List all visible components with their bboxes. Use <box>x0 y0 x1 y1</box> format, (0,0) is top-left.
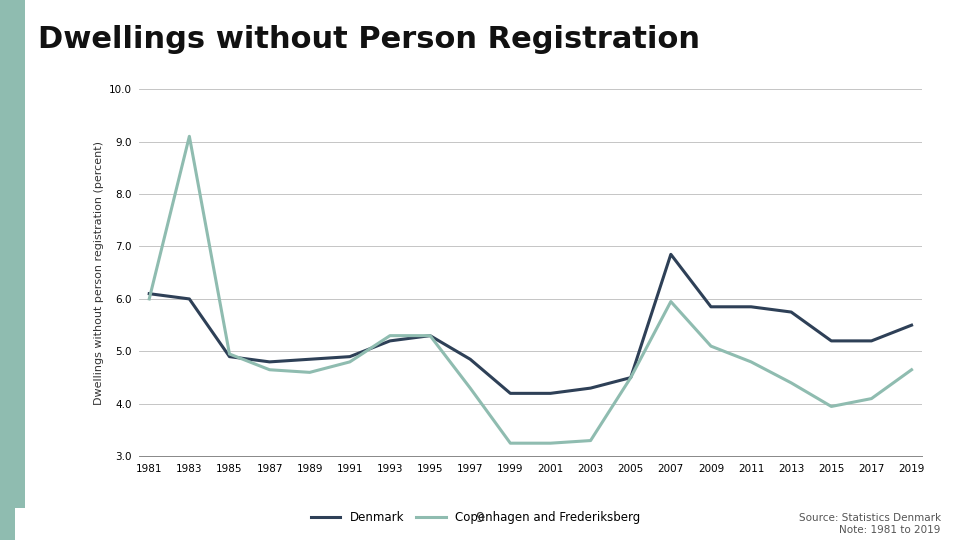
Copenhagen and Frederiksberg <box>465 385 476 392</box>
Copenhagen and Frederiksberg <box>424 333 436 339</box>
Copenhagen and Frederiksberg <box>585 437 596 444</box>
Denmark <box>866 338 877 344</box>
Denmark <box>505 390 516 396</box>
Copenhagen and Frederiksberg <box>344 359 355 365</box>
Denmark <box>465 356 476 362</box>
Denmark <box>143 291 155 297</box>
Denmark <box>585 385 596 392</box>
Copenhagen and Frederiksberg <box>706 343 717 349</box>
Denmark <box>544 390 556 396</box>
Copenhagen and Frederiksberg <box>826 403 837 410</box>
Denmark <box>665 251 677 258</box>
Text: 9: 9 <box>475 511 485 525</box>
Copenhagen and Frederiksberg <box>625 374 636 381</box>
Denmark <box>224 353 235 360</box>
Denmark <box>424 333 436 339</box>
Text: Source: Statistics Denmark
Note: 1981 to 2019: Source: Statistics Denmark Note: 1981 to… <box>799 513 941 535</box>
Copenhagen and Frederiksberg <box>264 367 276 373</box>
Copenhagen and Frederiksberg <box>224 351 235 357</box>
Denmark <box>304 356 316 362</box>
Denmark <box>264 359 276 365</box>
Copenhagen and Frederiksberg <box>304 369 316 376</box>
Copenhagen and Frederiksberg <box>745 359 756 365</box>
Copenhagen and Frederiksberg <box>544 440 556 447</box>
Line: Denmark: Denmark <box>149 254 912 393</box>
Denmark <box>906 322 918 328</box>
Copenhagen and Frederiksberg <box>505 440 516 447</box>
Copenhagen and Frederiksberg <box>384 333 396 339</box>
Copenhagen and Frederiksberg <box>183 133 195 139</box>
Line: Copenhagen and Frederiksberg: Copenhagen and Frederiksberg <box>149 136 912 443</box>
Denmark <box>745 303 756 310</box>
Denmark <box>384 338 396 344</box>
Denmark <box>625 374 636 381</box>
Denmark <box>785 309 797 315</box>
Denmark <box>183 296 195 302</box>
Y-axis label: Dwellings without person registration (percent): Dwellings without person registration (p… <box>94 141 105 404</box>
Copenhagen and Frederiksberg <box>785 380 797 386</box>
Copenhagen and Frederiksberg <box>906 367 918 373</box>
Copenhagen and Frederiksberg <box>143 296 155 302</box>
Denmark <box>344 353 355 360</box>
Denmark <box>826 338 837 344</box>
Denmark <box>706 303 717 310</box>
Legend: Denmark, Copenhagen and Frederiksberg: Denmark, Copenhagen and Frederiksberg <box>306 507 645 529</box>
Copenhagen and Frederiksberg <box>866 395 877 402</box>
Copenhagen and Frederiksberg <box>665 298 677 305</box>
Text: Dwellings without Person Registration: Dwellings without Person Registration <box>38 25 701 54</box>
